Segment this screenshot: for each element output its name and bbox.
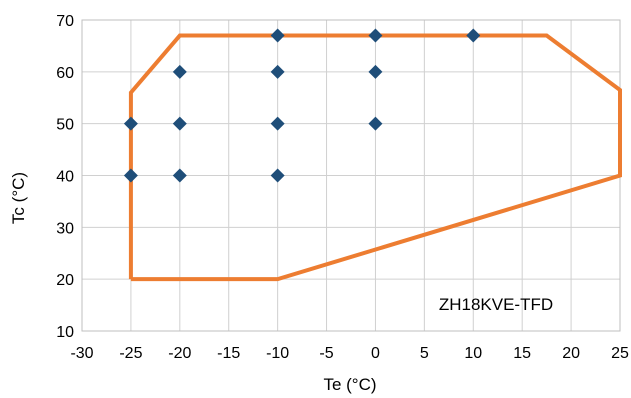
- y-tick-label: 70: [56, 13, 74, 30]
- x-axis-title: Te (°C): [323, 375, 376, 394]
- envelope-layer: [128, 33, 622, 282]
- x-tick-label: -25: [119, 345, 142, 362]
- y-axis-title: Tc (°C): [9, 172, 28, 224]
- x-tick-label: -30: [70, 345, 93, 362]
- data-point: [123, 116, 138, 131]
- y-tick-label: 10: [56, 324, 74, 341]
- x-tick-label: 25: [611, 345, 629, 362]
- data-point: [172, 116, 187, 131]
- y-tick-label: 50: [56, 117, 74, 134]
- data-point: [270, 116, 285, 131]
- x-tick-label: -10: [266, 345, 289, 362]
- y-tick-label: 30: [56, 220, 74, 237]
- points-layer: [123, 28, 481, 183]
- envelope-line: [128, 33, 622, 282]
- x-tick-label: -20: [168, 345, 191, 362]
- x-tick-label: 10: [464, 345, 482, 362]
- x-tick-label: 5: [420, 345, 429, 362]
- data-point: [172, 168, 187, 183]
- model-annotation: ZH18KVE-TFD: [439, 295, 553, 314]
- y-tick-label: 20: [56, 272, 74, 289]
- data-point: [368, 64, 383, 79]
- y-tick-label: 40: [56, 169, 74, 186]
- data-point: [270, 28, 285, 43]
- x-tick-label: 20: [562, 345, 580, 362]
- data-point: [270, 64, 285, 79]
- data-point: [368, 28, 383, 43]
- x-tick-label: 15: [513, 345, 531, 362]
- data-point: [466, 28, 481, 43]
- x-tick-label: -15: [217, 345, 240, 362]
- x-tick-label: 0: [371, 345, 380, 362]
- data-point: [172, 64, 187, 79]
- data-point: [270, 168, 285, 183]
- x-tick-label: -5: [319, 345, 333, 362]
- data-point: [123, 168, 138, 183]
- tick-labels: -30 -25 -20 -15 -10 -5 0 5 10 15 20 25 10 20 30 40 50 60 7…: [56, 13, 629, 362]
- data-point: [368, 116, 383, 131]
- grid: [81, 19, 621, 332]
- y-tick-label: 60: [56, 65, 74, 82]
